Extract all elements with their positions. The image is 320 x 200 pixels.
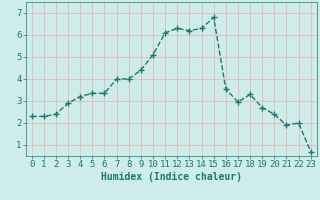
X-axis label: Humidex (Indice chaleur): Humidex (Indice chaleur)	[101, 172, 242, 182]
